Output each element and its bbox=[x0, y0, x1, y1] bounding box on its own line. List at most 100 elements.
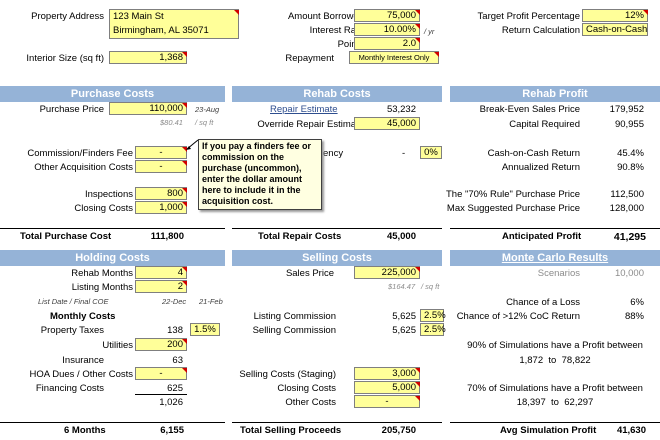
amount-borrowed-label: Amount Borrowed bbox=[287, 11, 364, 22]
inspections-field[interactable]: 800 bbox=[135, 187, 187, 200]
amount-borrowed-field[interactable]: 75,000 bbox=[354, 9, 420, 22]
rehab-total-rule bbox=[232, 228, 442, 229]
monte-carlo-link[interactable]: Monte Carlo Results bbox=[501, 252, 609, 264]
staging-field[interactable]: 3,000 bbox=[354, 367, 420, 380]
financing-costs-value: 625 bbox=[167, 383, 183, 394]
repair-estimate-link[interactable]: Repair Estimate bbox=[270, 104, 338, 115]
selling-costs-header: Selling Costs bbox=[232, 250, 442, 266]
comment-marker-icon bbox=[182, 161, 187, 166]
purchase-price-field[interactable]: 110,000 bbox=[109, 102, 187, 115]
holding-costs-header: Holding Costs bbox=[0, 250, 225, 266]
property-taxes-value: 138 bbox=[167, 325, 183, 336]
list-date-label: List Date / Final COE bbox=[38, 297, 109, 306]
purchase-price-label: Purchase Price bbox=[39, 104, 104, 115]
p90-range: 1,872 to 78,822 bbox=[450, 355, 660, 367]
comment-marker-icon bbox=[415, 396, 420, 401]
loss-chance-label: Chance of a Loss bbox=[506, 297, 580, 308]
interest-rate-field[interactable]: 10.00% bbox=[354, 23, 420, 36]
return-calc-select[interactable]: Cash-on-Cash bbox=[582, 23, 648, 36]
points-field[interactable]: 2.0 bbox=[354, 37, 420, 50]
coc-return-value: 45.4% bbox=[617, 148, 644, 159]
selling-commission-label: Selling Commission bbox=[252, 325, 336, 336]
profit-total-rule bbox=[450, 228, 660, 229]
commission-label: Commission/Finders Fee bbox=[27, 148, 133, 159]
insurance-value: 63 bbox=[172, 355, 183, 366]
holding-total-rule bbox=[0, 422, 225, 423]
sales-price-field[interactable]: 225,000 bbox=[354, 266, 420, 279]
purchase-total-value: 111,800 bbox=[150, 231, 184, 242]
contingency-pct-field[interactable]: 0% bbox=[420, 146, 442, 159]
p90-high: 78,822 bbox=[561, 355, 591, 366]
closing-costs-field[interactable]: 1,000 bbox=[135, 201, 187, 214]
repayment-select[interactable]: Monthly Interest Only bbox=[349, 51, 439, 64]
target-profit-label: Target Profit Percentage bbox=[477, 11, 580, 22]
selling-closing-field[interactable]: 5,000 bbox=[354, 381, 420, 394]
rehab-months-field[interactable]: 4 bbox=[135, 266, 187, 279]
property-address-label: Property Address bbox=[31, 11, 104, 22]
override-repair-field[interactable]: 45,000 bbox=[354, 117, 420, 130]
selling-closing-label: Closing Costs bbox=[277, 383, 336, 394]
other-costs-label: Other Costs bbox=[285, 397, 336, 408]
sales-per-sqft: $164.47 bbox=[388, 282, 416, 291]
property-taxes-label: Property Taxes bbox=[40, 325, 104, 336]
listing-months-label: Listing Months bbox=[71, 282, 133, 293]
rule70-value: 112,500 bbox=[610, 189, 644, 200]
property-address-field[interactable]: 123 Main St Birmingham, AL 35071 bbox=[109, 9, 239, 39]
comment-marker-icon bbox=[182, 267, 187, 272]
comment-marker-icon bbox=[234, 10, 239, 15]
avg-sim-profit-label: Avg Simulation Profit bbox=[500, 425, 597, 436]
comment-marker-icon bbox=[415, 24, 420, 29]
sales-per-sqft-unit: / sq ft bbox=[421, 282, 440, 291]
selling-commission-value: 5,625 bbox=[392, 325, 416, 336]
comment-marker-icon bbox=[182, 339, 187, 344]
comment-marker-icon bbox=[434, 52, 439, 57]
interest-rate-label: Interest Rate bbox=[309, 25, 364, 36]
inspections-label: Inspections bbox=[84, 189, 133, 200]
property-taxes-pct-field[interactable]: 1.5% bbox=[190, 323, 220, 336]
selling-total-label: Total Selling Proceeds bbox=[240, 425, 342, 436]
avg-sim-profit-value: 41,630 bbox=[616, 425, 646, 436]
commission-field[interactable]: - bbox=[135, 146, 187, 159]
points-label: Points bbox=[337, 39, 364, 50]
purchase-total-rule bbox=[0, 228, 225, 229]
breakeven-value: 179,952 bbox=[609, 104, 644, 115]
capital-required-label: Capital Required bbox=[509, 119, 580, 130]
comment-marker-icon bbox=[182, 188, 187, 193]
rule70-label: The "70% Rule" Purchase Price bbox=[445, 189, 580, 200]
monte-carlo-total-rule bbox=[450, 422, 660, 423]
other-acquisition-field[interactable]: - bbox=[135, 160, 187, 173]
comment-marker-icon bbox=[415, 368, 420, 373]
hoa-field[interactable]: - bbox=[135, 367, 187, 380]
staging-label: Selling Costs (Staging) bbox=[239, 369, 336, 380]
target-profit-field[interactable]: 12% bbox=[582, 9, 648, 22]
comment-marker-icon bbox=[182, 281, 187, 286]
interior-size-field[interactable]: 1,368 bbox=[109, 51, 187, 64]
sales-price-label: Sales Price bbox=[285, 268, 334, 279]
utilities-field[interactable]: 200 bbox=[135, 338, 187, 351]
purchase-per-sqft: $80.41 bbox=[160, 118, 183, 127]
comment-marker-icon bbox=[415, 10, 420, 15]
other-costs-field[interactable]: - bbox=[354, 395, 420, 408]
holding-total-value: 6,155 bbox=[160, 425, 184, 436]
monte-carlo-header: Monte Carlo Results bbox=[450, 250, 660, 266]
address-line2: Birmingham, AL 35071 bbox=[113, 25, 209, 36]
list-date: 22-Dec bbox=[162, 297, 187, 306]
final-coe-date: 21-Feb bbox=[199, 297, 223, 306]
hoa-label: HOA Dues / Other Costs bbox=[29, 369, 133, 380]
capital-required-value: 90,955 bbox=[614, 119, 644, 130]
listing-commission-pct-field[interactable]: 2.5% bbox=[420, 309, 446, 322]
listing-commission-label: Listing Commission bbox=[253, 311, 336, 322]
purchase-total-label: Total Purchase Cost bbox=[20, 231, 112, 242]
listing-months-field[interactable]: 2 bbox=[135, 280, 187, 293]
breakeven-label: Break-Even Sales Price bbox=[479, 104, 580, 115]
selling-commission-pct-field[interactable]: 2.5% bbox=[420, 323, 446, 336]
purchase-costs-header: Purchase Costs bbox=[0, 86, 225, 102]
financing-costs-label: Financing Costs bbox=[35, 383, 104, 394]
repair-estimate-value: 53,232 bbox=[386, 104, 416, 115]
return-calc-label: Return Calculation bbox=[501, 25, 580, 36]
rehab-profit-header: Rehab Profit bbox=[450, 86, 660, 102]
max-purchase-label: Max Suggested Purchase Price bbox=[446, 203, 580, 214]
comment-marker-icon bbox=[415, 267, 420, 272]
monthly-subtotal-rule bbox=[135, 394, 187, 395]
other-acquisition-label: Other Acquisition Costs bbox=[34, 162, 133, 173]
